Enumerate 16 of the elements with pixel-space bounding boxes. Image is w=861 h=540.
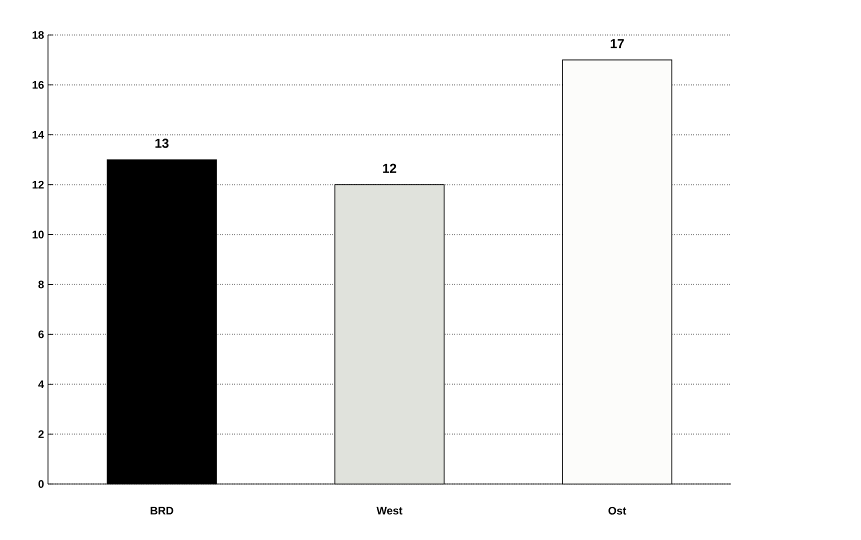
x-tick-label: West <box>376 506 402 514</box>
y-tick-label: 4 <box>38 380 44 388</box>
data-label: 13 <box>155 138 169 148</box>
y-tick-label: 18 <box>32 31 44 39</box>
x-tick-label: BRD <box>150 506 174 514</box>
data-label: 17 <box>610 39 624 48</box>
y-tick-label: 0 <box>38 480 44 488</box>
x-tick-label: Ost <box>608 506 626 515</box>
data-label: 12 <box>383 164 396 173</box>
y-tick-label: 2 <box>38 430 44 438</box>
y-tick-label: 16 <box>32 81 44 89</box>
y-tick-label: 10 <box>32 230 44 238</box>
y-tick-label: 8 <box>38 280 44 288</box>
y-tick-label: 12 <box>32 180 44 188</box>
y-tick-label: 14 <box>32 131 44 139</box>
y-tick-label: 6 <box>38 330 44 338</box>
